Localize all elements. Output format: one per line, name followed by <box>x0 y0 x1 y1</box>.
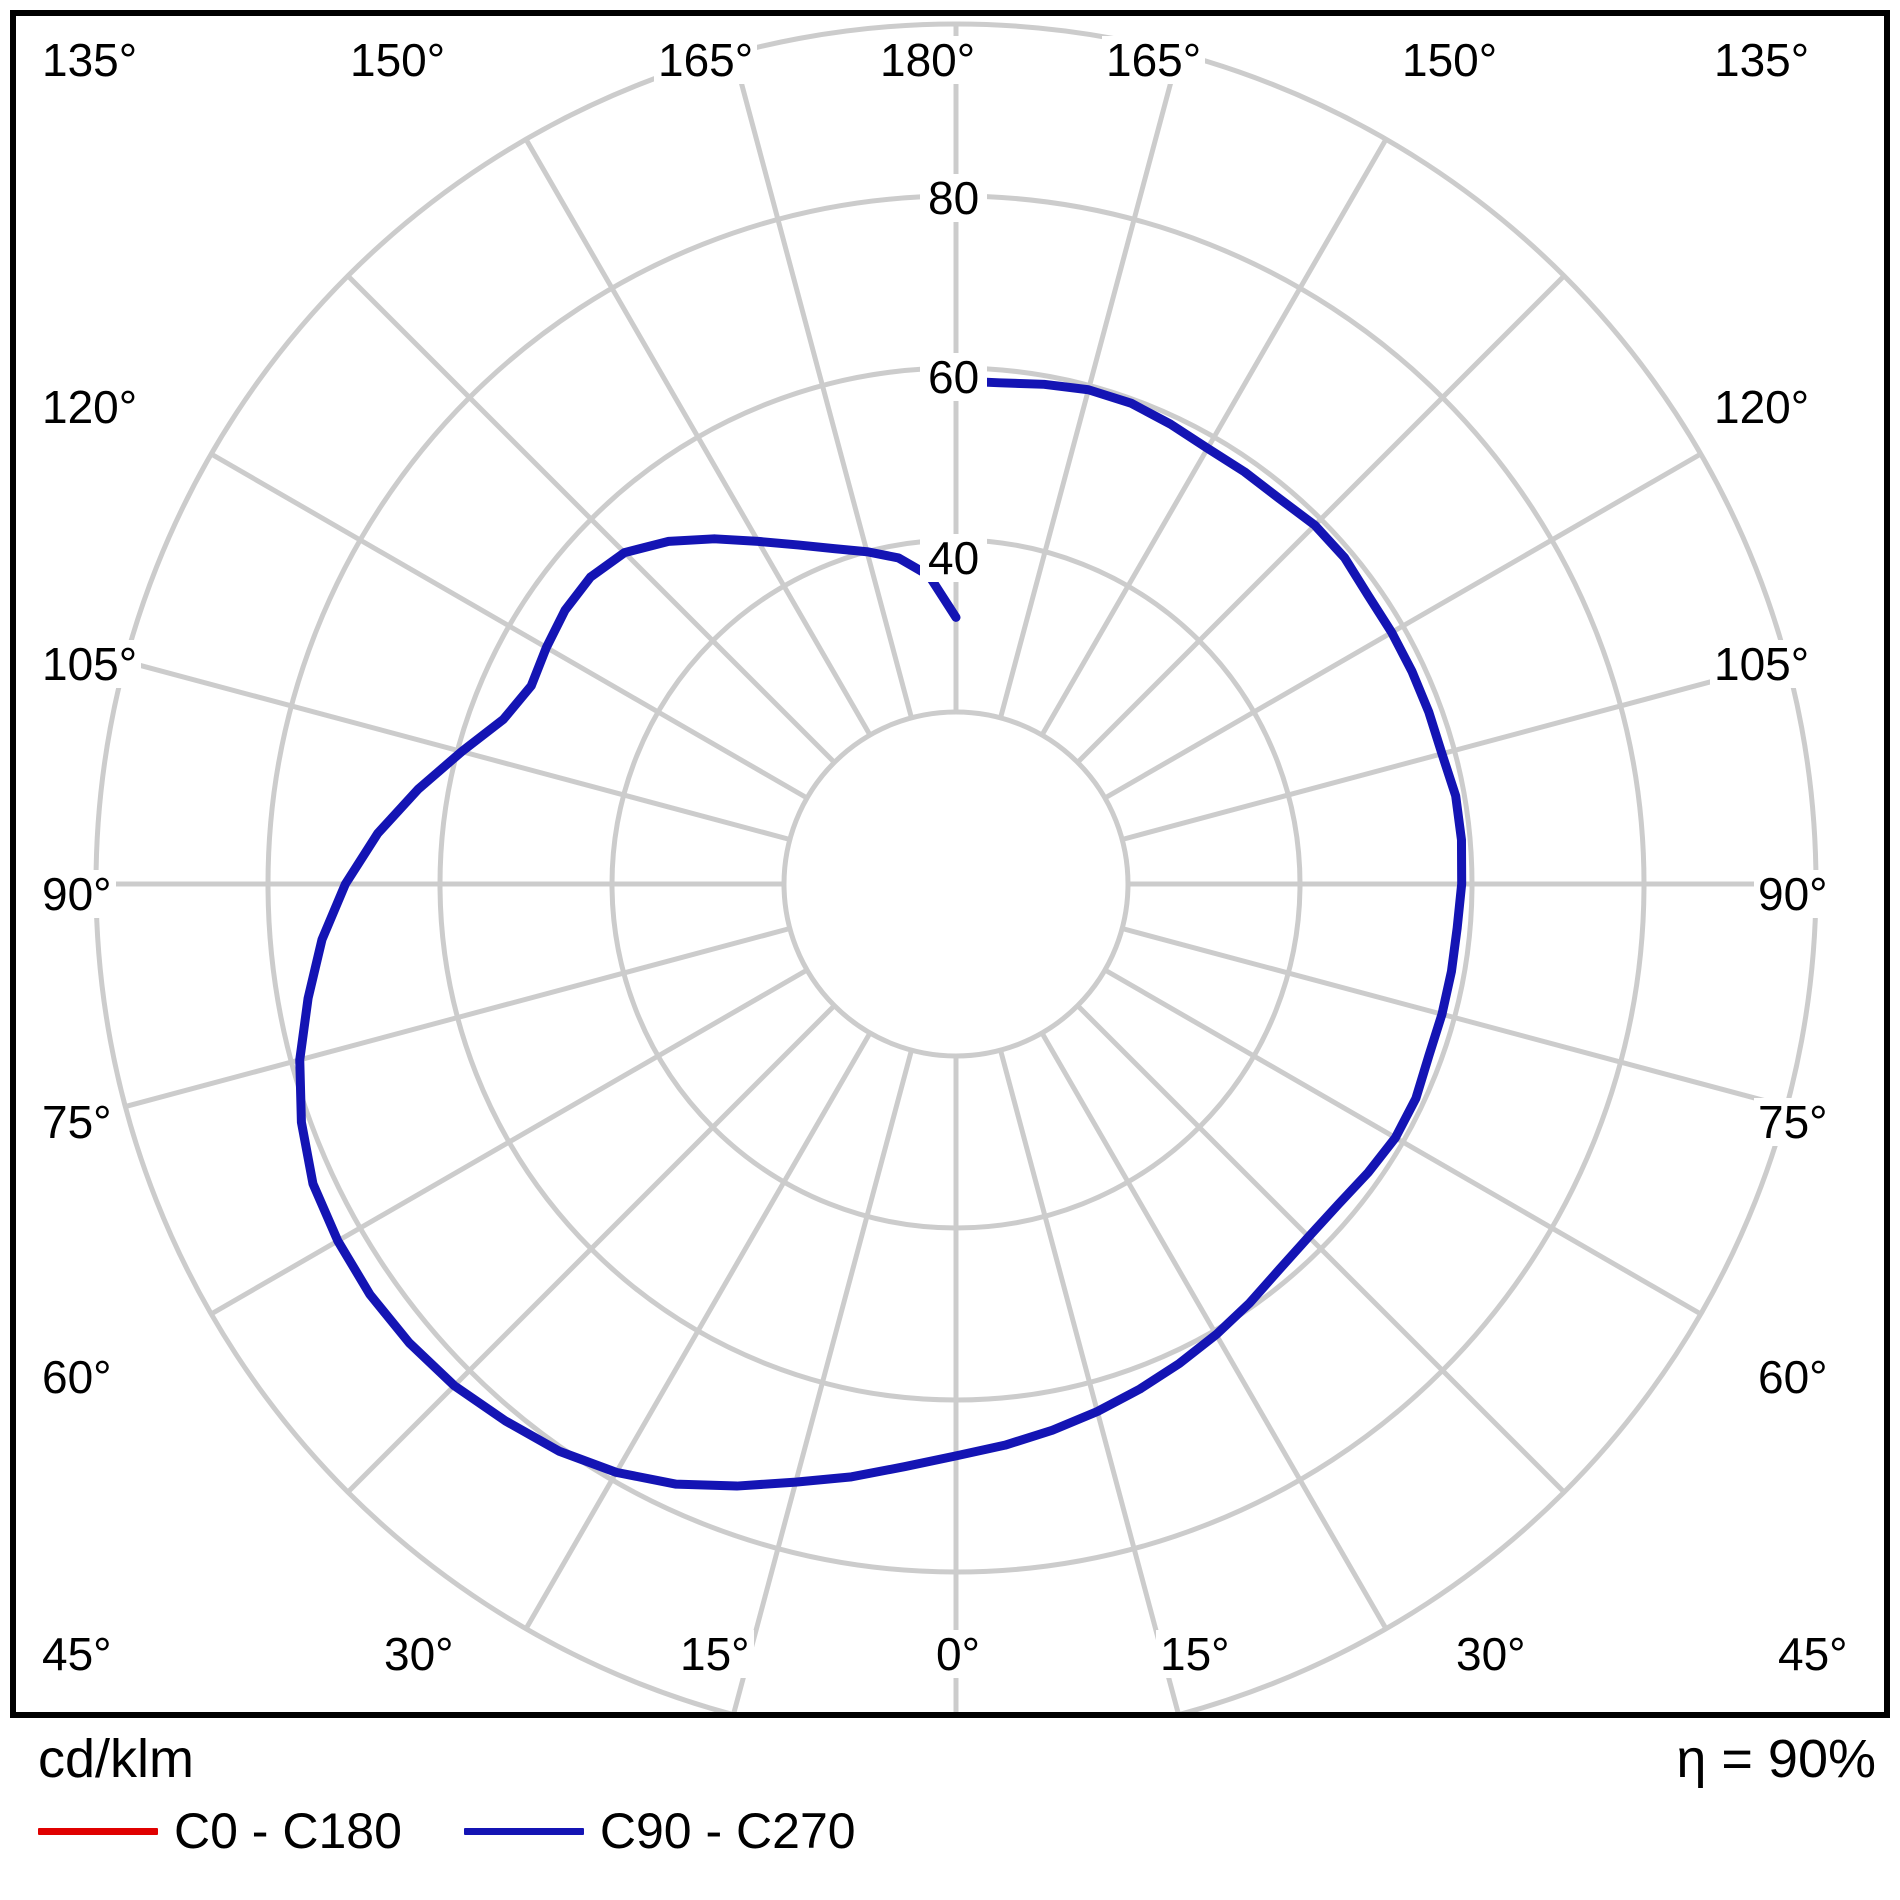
angle-label-left-2: 90° <box>38 870 116 918</box>
grid-spoke-105 <box>1121 926 1788 1109</box>
grid-spoke-330 <box>523 137 873 737</box>
angle-label-left-3: 75° <box>38 1098 116 1146</box>
angle-label-bottom-4: 15° <box>1156 1630 1234 1678</box>
angle-label-top-1: 150° <box>346 36 450 84</box>
angle-label-bottom-5: 30° <box>1452 1630 1530 1678</box>
angle-label-right-0: 120° <box>1710 383 1814 431</box>
angle-label-right-2: 90° <box>1754 870 1832 918</box>
grid-spoke-45 <box>1075 274 1566 765</box>
angle-label-right-3: 75° <box>1754 1098 1832 1146</box>
angle-label-top-6: 135° <box>1710 36 1814 84</box>
angle-label-right-1: 105° <box>1710 640 1814 688</box>
grid-spoke-210 <box>523 1031 873 1631</box>
angle-label-top-2: 165° <box>654 36 758 84</box>
angle-label-bottom-0: 45° <box>38 1630 116 1678</box>
angle-label-top-4: 165° <box>1102 36 1206 84</box>
radial-tick-label-40: 40 <box>920 534 988 582</box>
legend-entry-0[interactable]: C0 - C180 <box>38 1806 402 1856</box>
polar-plot-frame: 135° 150° 165° 180° 165° 150° 135° 120° 105° 90° 7… <box>10 10 1890 1718</box>
legend-area: cd/klm η = 90% C0 - C180 C90 - C270 <box>10 1722 1890 1892</box>
radial-tick-label-80: 80 <box>920 174 988 222</box>
legend-label-0: C0 - C180 <box>174 1803 402 1859</box>
grid-spoke-30 <box>1039 137 1389 737</box>
grid-ring-20 <box>781 709 1131 1059</box>
unit-label: cd/klm <box>38 1729 195 1789</box>
efficiency-label: η = 90% <box>1676 1729 1876 1789</box>
angle-label-left-1: 105° <box>38 640 142 688</box>
grid-spoke-75 <box>1121 659 1788 842</box>
angle-label-right-4: 60° <box>1754 1353 1832 1401</box>
legend-swatch-1 <box>463 1827 584 1835</box>
legend-label-1: C90 - C270 <box>599 1803 856 1859</box>
grid-spoke-135 <box>1075 1003 1566 1494</box>
legend-entry-1[interactable]: C90 - C270 <box>463 1803 856 1859</box>
grid-spoke-120 <box>1103 967 1703 1317</box>
angle-label-top-3: 180° <box>876 36 980 84</box>
angle-label-top-5: 150° <box>1398 36 1502 84</box>
radial-tick-label-60: 60 <box>920 353 988 401</box>
grid-spoke-195 <box>731 1049 914 1712</box>
grid-spoke-225 <box>346 1003 837 1494</box>
legend-entries: C0 - C180 C90 - C270 <box>38 1806 856 1856</box>
angle-label-left-4: 60° <box>38 1353 116 1401</box>
angle-label-bottom-3: 0° <box>932 1630 984 1678</box>
grid-spoke-255 <box>124 926 791 1109</box>
angle-label-bottom-2: 15° <box>676 1630 754 1678</box>
grid-spoke-315 <box>346 274 837 765</box>
grid-spoke-60 <box>1103 451 1703 801</box>
angle-label-left-0: 120° <box>38 383 142 431</box>
grid-spoke-300 <box>209 451 809 801</box>
grid-spoke-240 <box>209 967 809 1317</box>
curve-c90-c270 <box>295 376 1467 1491</box>
angle-label-bottom-6: 45° <box>1774 1630 1852 1678</box>
angle-label-top-0: 135° <box>38 36 142 84</box>
angle-label-bottom-1: 30° <box>380 1630 458 1678</box>
polar-grid-and-curves <box>93 21 1819 1712</box>
grid-spoke-165 <box>998 1049 1181 1712</box>
legend-swatch-0 <box>38 1827 158 1835</box>
grid-spoke-345 <box>731 52 914 719</box>
